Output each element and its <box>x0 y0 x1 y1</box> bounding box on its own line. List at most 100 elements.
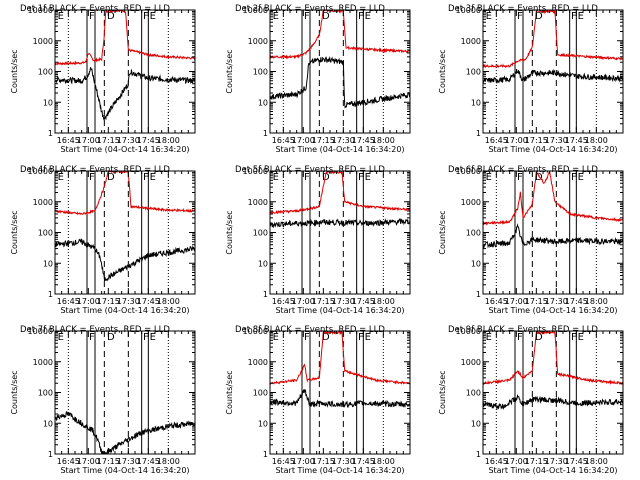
x-tick-label: 16:45 <box>485 136 508 145</box>
y-tick-label: 100 <box>38 229 53 238</box>
panel-3: E F D F E11010010001000016:4517:0017:1517:30… <box>438 4 624 154</box>
region-letter: F <box>358 332 364 343</box>
y-axis-label: Counts/sec <box>10 49 19 93</box>
region-letter: F <box>517 332 523 343</box>
series-events-line <box>270 217 410 229</box>
y-axis-label: Counts/sec <box>438 49 447 93</box>
region-letter: E <box>578 332 584 343</box>
series-lld-line <box>483 10 623 69</box>
x-tick-label: 17:30 <box>117 297 140 306</box>
y-tick-label: 10000 <box>28 6 53 15</box>
region-letter: F <box>571 172 577 183</box>
region-letter: F <box>143 172 149 183</box>
x-tick-label: 17:45 <box>352 297 375 306</box>
series-events-line <box>270 389 410 409</box>
panel-title: Det 1f BLACK = Events, RED = LLD <box>20 4 170 14</box>
y-tick-label: 100 <box>466 229 481 238</box>
region-letter: F <box>358 172 364 183</box>
y-tick-label: 10 <box>471 419 481 428</box>
x-tick-label: 18:00 <box>585 457 608 466</box>
region-letter: E <box>273 11 279 22</box>
panel-2: E F D F E11010010001000016:4517:0017:1517:30… <box>225 4 411 154</box>
series-lld-line <box>55 10 195 66</box>
y-tick-label: 1 <box>476 290 481 299</box>
y-tick-label: 1 <box>476 450 481 459</box>
x-tick-label: 17:30 <box>117 136 140 145</box>
region-letter: F <box>89 332 95 343</box>
y-tick-label: 1 <box>476 129 481 138</box>
x-tick-label: 16:45 <box>57 457 80 466</box>
series-lld-line <box>270 331 410 386</box>
region-letter: E <box>273 172 279 183</box>
y-tick-label: 1000 <box>461 37 481 46</box>
y-tick-label: 1000 <box>248 37 268 46</box>
x-tick-label: 17:45 <box>565 297 588 306</box>
series-events-line <box>55 410 195 454</box>
y-axis-label: Counts/sec <box>438 210 447 254</box>
y-tick-label: 10 <box>43 98 53 107</box>
region-letter: E <box>273 332 279 343</box>
y-tick-label: 1000 <box>33 198 53 207</box>
region-letter: D <box>107 172 115 183</box>
x-tick-label: 18:00 <box>157 457 180 466</box>
x-tick-label: 18:00 <box>372 136 395 145</box>
region-letter: F <box>304 172 310 183</box>
x-tick-label: 16:45 <box>272 457 295 466</box>
panel-4: E F D F E11010010001000016:4517:0017:1517:30… <box>10 165 196 315</box>
x-tick-label: 17:45 <box>137 136 160 145</box>
y-axis-label: Counts/sec <box>438 370 447 414</box>
region-letter: D <box>535 332 543 343</box>
region-letter: F <box>143 332 149 343</box>
region-letter: E <box>150 11 156 22</box>
y-axis-label: Counts/sec <box>10 210 19 254</box>
x-axis-label: Start Time (04-Oct-14 16:34:20) <box>60 306 189 315</box>
region-letter: F <box>304 332 310 343</box>
panel-6: E F D F E11010010001000016:4517:0017:1517:30… <box>438 165 624 315</box>
x-tick-label: 17:00 <box>77 136 100 145</box>
y-tick-label: 100 <box>38 68 53 77</box>
y-axis-label: Counts/sec <box>225 210 234 254</box>
region-letter: E <box>365 172 371 183</box>
x-tick-label: 16:45 <box>485 457 508 466</box>
plot-frame <box>54 9 196 134</box>
region-letter: F <box>358 11 364 22</box>
y-tick-label: 1 <box>48 290 53 299</box>
panel-title: Det 8f BLACK = Events, RED = LLD <box>235 325 385 335</box>
series-lld-line <box>483 171 623 226</box>
region-letter: D <box>107 332 115 343</box>
y-tick-label: 1000 <box>461 358 481 367</box>
x-tick-label: 17:30 <box>545 136 568 145</box>
x-tick-label: 17:45 <box>352 457 375 466</box>
x-axis-label: Start Time (04-Oct-14 16:34:20) <box>488 145 617 154</box>
x-tick-label: 17:00 <box>292 136 315 145</box>
region-letter: E <box>58 11 64 22</box>
panel-7: E F D F E11010010001000016:4517:0017:1517:30… <box>10 325 196 475</box>
x-tick-label: 16:45 <box>272 136 295 145</box>
plot-frame <box>482 330 624 455</box>
region-letter: F <box>571 332 577 343</box>
y-tick-label: 10 <box>258 259 268 268</box>
y-tick-label: 1 <box>48 450 53 459</box>
x-tick-label: 18:00 <box>157 136 180 145</box>
x-axis-label: Start Time (04-Oct-14 16:34:20) <box>60 466 189 475</box>
y-tick-label: 1 <box>263 290 268 299</box>
y-tick-label: 1000 <box>33 37 53 46</box>
x-tick-label: 17:15 <box>312 136 335 145</box>
y-tick-label: 100 <box>466 68 481 77</box>
x-tick-label: 17:00 <box>292 457 315 466</box>
x-tick-label: 17:00 <box>292 297 315 306</box>
x-tick-label: 18:00 <box>157 297 180 306</box>
y-tick-label: 1000 <box>248 358 268 367</box>
y-tick-label: 100 <box>38 389 53 398</box>
x-tick-label: 17:00 <box>505 297 528 306</box>
y-tick-label: 10000 <box>28 167 53 176</box>
region-letter: E <box>578 172 584 183</box>
x-tick-label: 17:15 <box>525 297 548 306</box>
y-tick-label: 10000 <box>28 327 53 336</box>
x-tick-label: 18:00 <box>585 297 608 306</box>
x-tick-label: 17:45 <box>137 457 160 466</box>
panel-title: Det 3f BLACK = Events, RED = LLD <box>448 4 598 14</box>
y-axis-label: Counts/sec <box>225 370 234 414</box>
region-letter: F <box>517 172 523 183</box>
region-letter: D <box>107 11 115 22</box>
